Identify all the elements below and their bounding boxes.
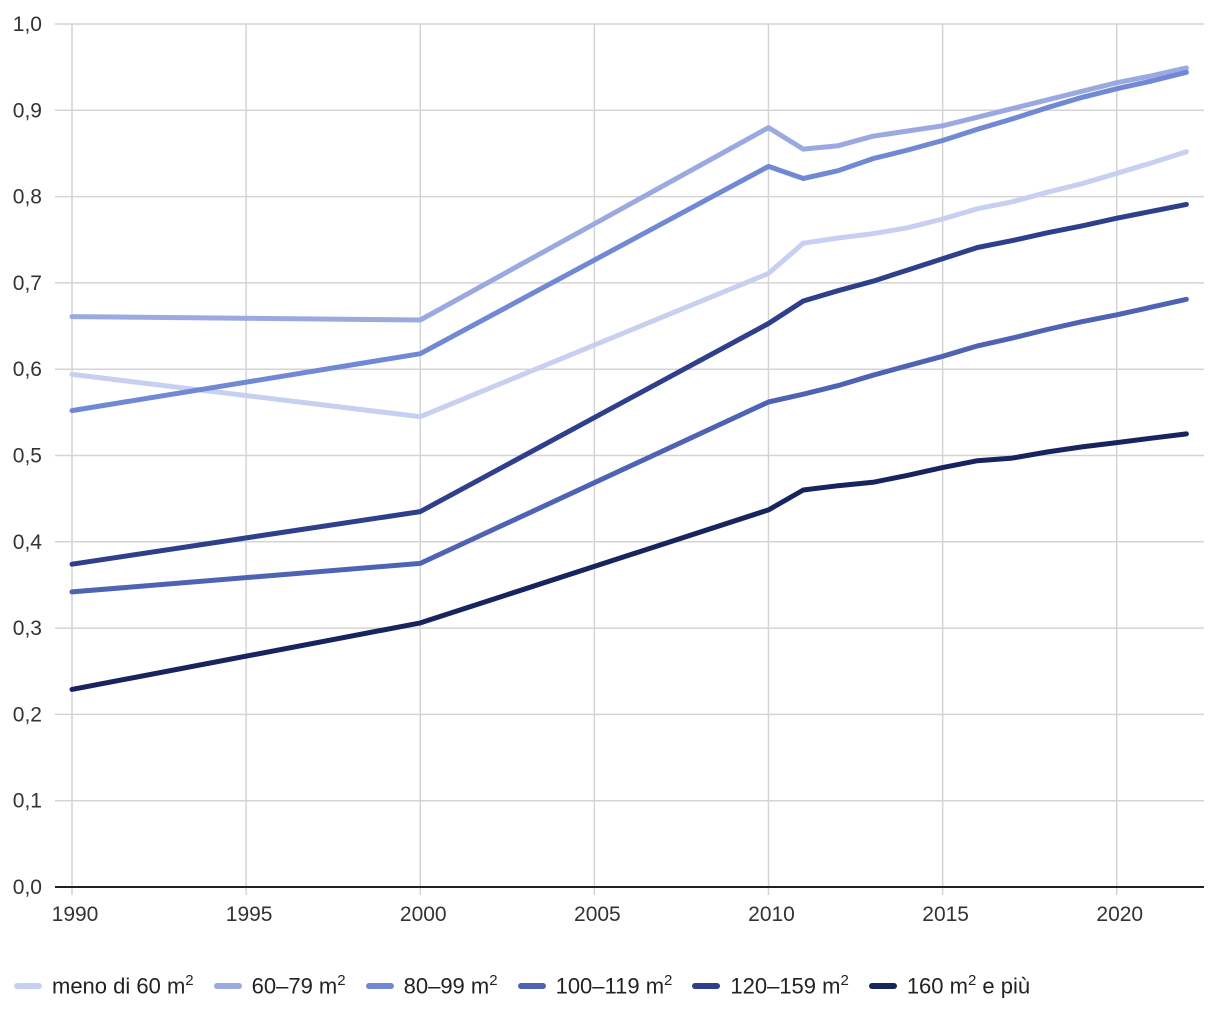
legend-series-suffix: e più: [976, 973, 1031, 999]
legend-unit-superscript: 2: [840, 972, 849, 989]
legend-item-2: 60–79 m2: [213, 972, 346, 999]
legend-series-name: 80–99 m: [403, 973, 490, 999]
legend-label: 120–159 m2: [730, 972, 848, 999]
x-tick-label: 2020: [1096, 903, 1143, 926]
legend-series-name: 100–119 m: [555, 973, 665, 999]
x-axis-tick-labels: 1990 1995 2000 2005 2010 2015 2020: [52, 903, 1143, 926]
legend: meno di 60 m2 60–79 m2 80–99 m2 100–119 m2 1…: [14, 972, 1050, 999]
series-line-6: [69, 431, 1189, 692]
legend-unit-superscript: 2: [489, 972, 498, 989]
x-tick-label: 2005: [574, 903, 621, 926]
legend-unit-superscript: 2: [185, 972, 194, 989]
legend-label: 160 m2 e più: [907, 972, 1030, 999]
x-tick-label: 1990: [52, 903, 99, 926]
y-tick-label: 0,5: [13, 445, 42, 468]
legend-label: 100–119 m2: [556, 972, 673, 999]
legend-unit-superscript: 2: [337, 972, 346, 989]
y-tick-label: 0,3: [13, 617, 42, 640]
x-tick-label: 1995: [226, 903, 273, 926]
legend-series-name: 60–79 m: [251, 973, 338, 999]
y-axis-tick-labels: 0,0 0,1 0,2 0,3 0,4 0,5 0,6 0,7 0,8 0,9 1,0: [13, 13, 43, 899]
x-tick-label: 2000: [400, 903, 447, 926]
legend-swatch: [213, 982, 242, 989]
y-tick-label: 0,1: [13, 790, 42, 813]
series-line-2: [69, 65, 1189, 323]
y-tick-label: 0,2: [13, 703, 42, 726]
series-lines: [69, 65, 1189, 692]
x-tick-label: 2015: [922, 903, 969, 926]
y-tick-label: 0,4: [13, 531, 43, 554]
legend-series-name: 160 m: [906, 973, 968, 999]
legend-series-name: meno di 60 m: [52, 973, 186, 999]
y-tick-label: 0,8: [13, 186, 42, 209]
series-line-4: [69, 296, 1189, 595]
legend-swatch: [692, 982, 721, 989]
y-tick-label: 1,0: [13, 13, 42, 36]
y-tick-label: 0,9: [13, 99, 42, 122]
legend-unit-superscript: 2: [967, 972, 977, 989]
x-tick-label: 2010: [748, 903, 795, 926]
legend-label: 60–79 m2: [252, 972, 346, 999]
legend-item-1: meno di 60 m2: [14, 972, 194, 999]
series-line-3: [69, 69, 1189, 414]
legend-swatch: [14, 982, 42, 989]
y-tick-label: 0,0: [13, 876, 42, 899]
legend-item-5: 120–159 m2: [692, 972, 849, 999]
series-line-5: [69, 201, 1189, 567]
legend-series-name: 120–159 m: [730, 973, 841, 999]
series-line-1: [69, 149, 1189, 420]
legend-swatch: [365, 982, 394, 989]
legend-unit-superscript: 2: [664, 972, 673, 989]
legend-label: meno di 60 m2: [52, 972, 194, 999]
legend-swatch: [517, 982, 546, 989]
y-tick-label: 0,6: [13, 358, 42, 381]
grid: [55, 23, 1204, 895]
legend-item-6: 160 m2 e più: [868, 972, 1030, 999]
legend-item-3: 80–99 m2: [365, 972, 498, 999]
legend-item-4: 100–119 m2: [517, 972, 673, 999]
legend-label: 80–99 m2: [404, 972, 498, 999]
y-tick-label: 0,7: [13, 272, 42, 295]
legend-swatch: [868, 982, 897, 989]
